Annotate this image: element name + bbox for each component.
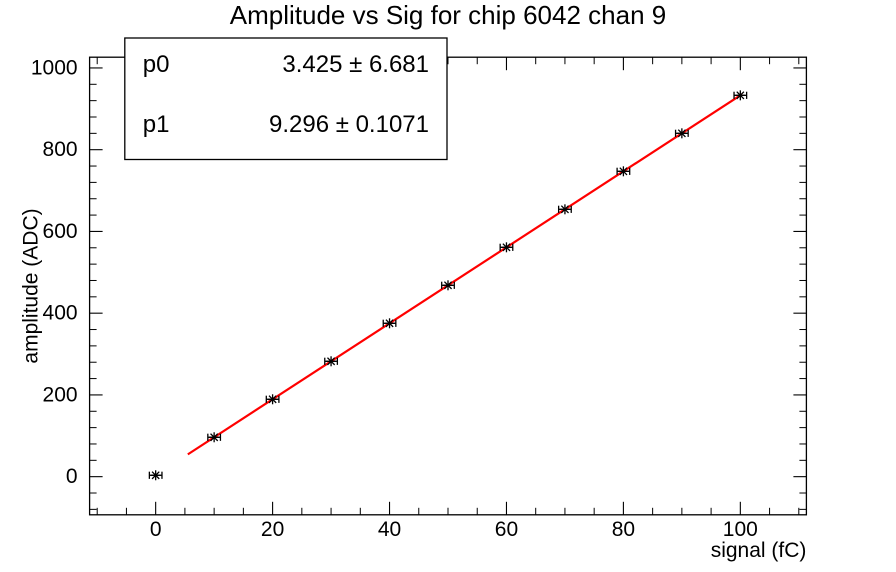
svg-text:0: 0 — [66, 465, 78, 488]
svg-text:800: 800 — [43, 138, 78, 161]
svg-text:20: 20 — [261, 518, 284, 541]
svg-text:60: 60 — [495, 518, 518, 541]
svg-text:400: 400 — [43, 302, 78, 325]
svg-text:1000: 1000 — [31, 56, 78, 79]
svg-text:Amplitude vs Sig for chip 6042: Amplitude vs Sig for chip 6042 chan 9 — [230, 0, 666, 30]
svg-text:amplitude (ADC): amplitude (ADC) — [20, 208, 43, 363]
svg-text:3.425 ± 6.681: 3.425 ± 6.681 — [282, 51, 429, 78]
svg-text:p1: p1 — [143, 111, 170, 138]
svg-text:200: 200 — [43, 383, 78, 406]
svg-text:600: 600 — [43, 220, 78, 243]
svg-text:signal (fC): signal (fC) — [711, 539, 807, 562]
svg-text:40: 40 — [378, 518, 401, 541]
svg-text:p0: p0 — [143, 51, 170, 78]
svg-text:0: 0 — [150, 518, 162, 541]
svg-text:9.296 ± 0.1071: 9.296 ± 0.1071 — [269, 111, 429, 138]
svg-text:80: 80 — [612, 518, 635, 541]
svg-text:100: 100 — [723, 518, 758, 541]
